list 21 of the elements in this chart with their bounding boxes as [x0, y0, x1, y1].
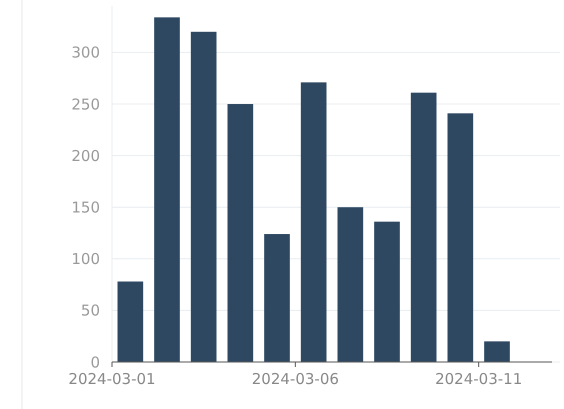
- y-tick-label: 200: [71, 146, 100, 165]
- y-tick-label: 50: [80, 302, 100, 320]
- x-tick-label: 2024-03-06: [252, 370, 339, 388]
- y-tick-label: 100: [71, 250, 100, 268]
- bar: [228, 104, 254, 362]
- bar: [338, 207, 364, 362]
- y-tick-label: 0: [90, 353, 100, 372]
- bar: [118, 282, 144, 362]
- bar: [374, 222, 400, 362]
- bar: [410, 92, 436, 362]
- bar: [154, 17, 180, 362]
- y-tick-label: 250: [71, 95, 100, 114]
- bar: [484, 341, 510, 362]
- bar: [300, 82, 326, 362]
- x-tick-label: 2024-03-01: [68, 370, 156, 388]
- bar: [190, 32, 216, 362]
- y-tick-label: 300: [71, 44, 100, 62]
- y-tick-label: 150: [71, 198, 100, 216]
- x-tick-label: 2024-03-11: [435, 370, 522, 388]
- bar: [264, 234, 290, 362]
- bar: [448, 113, 474, 362]
